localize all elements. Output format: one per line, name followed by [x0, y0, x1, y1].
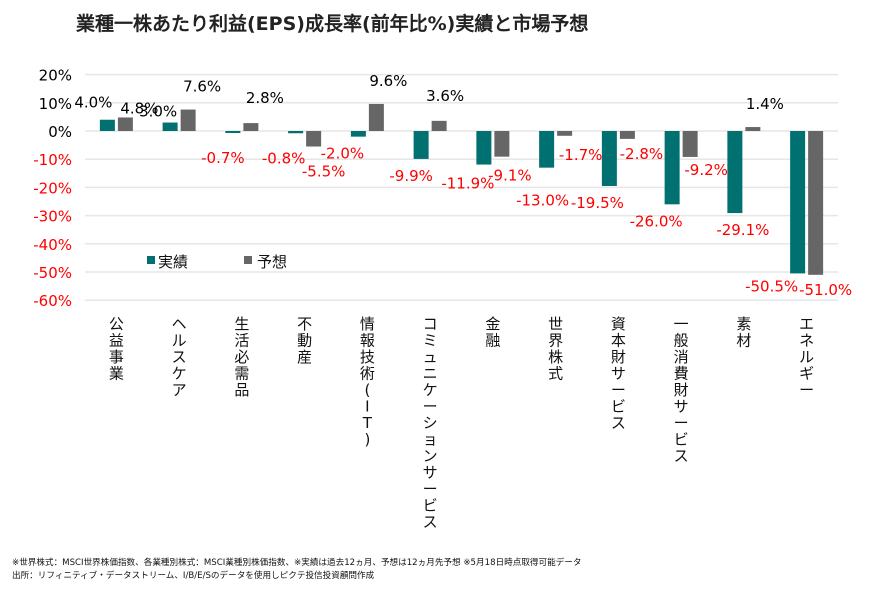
bar-actual [162, 122, 178, 131]
bar-actual [539, 131, 555, 168]
data-label-actual: -0.7% [201, 149, 245, 167]
bars [99, 103, 824, 275]
x-axis-categories: 公益事業 ヘルスケア 生活必需品 不動産 情報技術(I T) コミュニケーションサービス 金融… [109, 315, 814, 531]
category-label: 資本財サービス [611, 315, 626, 432]
y-axis: 20% 10% 0% -10% -20% -30% -40% -50% -60% [33, 67, 72, 311]
footnote-sources-definition: ※世界株式：MSCI世界株価指数、各業種別株式：MSCI業種別株価指数、※実績は… [12, 558, 582, 568]
bar-actual [664, 131, 680, 205]
data-label-forecast: -9.1% [488, 167, 532, 185]
data-label-actual: -9.9% [389, 167, 433, 185]
legend: 実績 予想 [147, 253, 287, 271]
y-tick-label: 10% [39, 95, 72, 113]
data-label-forecast: -2.8% [620, 145, 664, 163]
data-label-forecast: -1.7% [559, 146, 603, 164]
bar-actual [288, 131, 304, 134]
bar-forecast [117, 117, 133, 131]
bar-actual [790, 131, 806, 274]
bar-forecast [180, 109, 196, 131]
chart-title: 業種一株あたり利益(EPS)成長率(前年比%)実績と市場予想 [76, 13, 589, 35]
data-label-actual: -19.5% [571, 194, 624, 212]
y-tick-label: 0% [48, 123, 72, 141]
footnote-source: 出所：リフィニティブ・データストリーム、I/B/E/Sのデータを使用しピクテ投信… [12, 570, 375, 581]
bar-forecast [368, 103, 384, 131]
bar-forecast [431, 120, 447, 131]
category-label: エネルギー [799, 315, 814, 399]
data-label-actual: -50.5% [745, 277, 798, 295]
data-label-forecast: 7.6% [183, 78, 221, 96]
data-label-actual: -13.0% [516, 192, 569, 210]
bar-forecast [494, 131, 510, 157]
data-label-forecast: 4.8% [120, 99, 158, 117]
bar-forecast [243, 123, 259, 131]
category-label: コミュニケーションサービス [423, 315, 438, 531]
category-label: 情報技術(I T) [360, 315, 375, 449]
y-tick-label: -20% [33, 179, 72, 197]
data-label-forecast: -51.0% [799, 281, 852, 299]
bar-actual [225, 131, 241, 133]
data-label-forecast: 1.4% [746, 95, 784, 113]
data-label-actual: -29.1% [716, 221, 769, 239]
bar-actual [601, 131, 617, 186]
data-label-forecast: 3.6% [426, 87, 464, 105]
data-label-forecast: -5.5% [302, 163, 346, 181]
category-label: 生活必需品 [234, 315, 249, 399]
y-tick-label: -60% [33, 292, 72, 310]
legend-swatch-forecast [244, 256, 252, 264]
data-label-actual: -0.8% [262, 149, 306, 167]
category-label: 金融 [485, 315, 500, 350]
data-label-actual: -2.0% [321, 145, 365, 163]
category-label: 世界株式 [548, 315, 563, 383]
bar-forecast [306, 131, 322, 147]
bar-actual [350, 131, 366, 137]
category-label: 素材 [736, 315, 751, 350]
y-tick-label: 20% [39, 67, 72, 85]
data-label-actual: 3.0% [139, 103, 177, 121]
bar-forecast [619, 131, 635, 139]
gridlines [85, 73, 838, 301]
bar-forecast [557, 131, 573, 136]
y-tick-label: -50% [33, 264, 72, 282]
legend-label-forecast: 予想 [257, 253, 287, 271]
bar-actual [99, 119, 115, 131]
data-labels: 4.0% 4.8%3.0% 7.6% -0.7% 2.8% -0.8%-5.5%-2.0%… [74, 72, 852, 299]
y-tick-label: -30% [33, 208, 72, 226]
data-label-actual: -11.9% [441, 175, 494, 193]
data-label-forecast: 2.8% [246, 89, 284, 107]
bar-chart: 20% 10% 0% -10% -20% -30% -40% -50% -60% 4.0% 4.8… [33, 67, 852, 531]
data-label-forecast: 9.6% [369, 72, 407, 90]
data-label-actual: 4.0% [74, 94, 112, 112]
bar-forecast [808, 131, 824, 275]
bar-forecast [682, 131, 698, 157]
y-tick-label: -40% [33, 236, 72, 254]
legend-label-actual: 実績 [158, 253, 188, 271]
data-label-actual: -26.0% [630, 212, 683, 230]
bar-forecast [745, 127, 761, 131]
bar-actual [476, 131, 492, 165]
category-label: ヘルスケア [172, 315, 187, 399]
footnotes: ※世界株式：MSCI世界株価指数、各業種別株式：MSCI業種別株価指数、※実績は… [12, 557, 581, 582]
data-label-forecast: -9.2% [684, 161, 728, 179]
category-label: 一般消費財サービス [674, 315, 689, 465]
bar-actual [727, 131, 743, 214]
y-tick-label: -10% [33, 151, 72, 169]
legend-swatch-actual [147, 256, 155, 264]
bar-actual [413, 131, 429, 159]
category-label: 不動産 [297, 315, 312, 366]
category-label: 公益事業 [109, 315, 124, 383]
